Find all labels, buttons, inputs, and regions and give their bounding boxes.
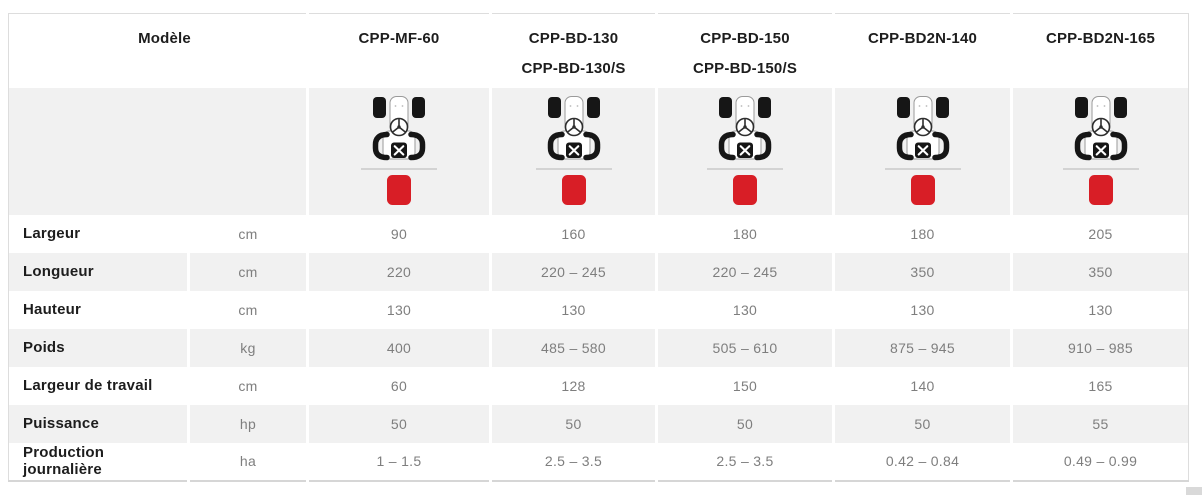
model-name: CPP-BD2N-140: [867, 30, 978, 47]
table-row-production-journaliere: Production journalière ha 1 – 1.5 2.5 – …: [8, 442, 1189, 481]
value-cell: 400: [306, 328, 491, 367]
row-label: Longueur: [8, 252, 189, 291]
value-cell: 205: [1010, 214, 1189, 253]
column-header-cpp-bd-150: CPP-BD-150 CPP-BD-150/S: [655, 13, 834, 88]
icon-cell-cpp-bd2n-140: [832, 87, 1012, 215]
value-cell: 485 – 580: [489, 328, 657, 367]
icon-cell-cpp-mf-60: [306, 87, 491, 215]
column-header-cpp-mf-60: CPP-MF-60: [306, 13, 491, 88]
row-unit: cm: [187, 214, 308, 253]
model-name-variant: CPP-BD-150/S: [692, 60, 798, 77]
row-label: Puissance: [8, 404, 189, 443]
value-cell: 2.5 – 3.5: [489, 442, 657, 481]
value-cell: 505 – 610: [655, 328, 834, 367]
row-label: Production journalière: [8, 442, 189, 481]
value-cell: 220 – 245: [655, 252, 834, 291]
row-unit: kg: [187, 328, 308, 367]
table-row-hauteur: Hauteur cm 130 130 130 130 130: [8, 290, 1189, 329]
value-cell: 0.49 – 0.99: [1010, 442, 1189, 481]
value-cell: 1 – 1.5: [306, 442, 491, 481]
column-header-model: Modèle: [8, 13, 308, 88]
value-cell: 130: [655, 290, 834, 329]
model-name: CPP-MF-60: [358, 30, 440, 47]
column-header-cpp-bd-130: CPP-BD-130 CPP-BD-130/S: [489, 13, 657, 88]
row-unit: hp: [187, 404, 308, 443]
model-name-variant: CPP-BD-130/S: [521, 60, 626, 77]
value-cell: 130: [832, 290, 1012, 329]
table-row-largeur-de-travail: Largeur de travail cm 60 128 150 140 165: [8, 366, 1189, 405]
row-unit: cm: [187, 252, 308, 291]
row-unit: cm: [187, 366, 308, 405]
value-cell: 50: [306, 404, 491, 443]
machine-icon-row: [8, 87, 1189, 215]
value-cell: 130: [489, 290, 657, 329]
table-row-puissance: Puissance hp 50 50 50 50 55: [8, 404, 1189, 443]
walk-behind-tractor-top-view-icon: [354, 96, 444, 206]
value-cell: 220 – 245: [489, 252, 657, 291]
row-unit: cm: [187, 290, 308, 329]
value-cell: 50: [832, 404, 1012, 443]
value-cell: 50: [489, 404, 657, 443]
value-cell: 350: [1010, 252, 1189, 291]
walk-behind-tractor-top-view-icon: [700, 96, 790, 206]
model-name: CPP-BD-150: [700, 30, 790, 47]
value-cell: 128: [489, 366, 657, 405]
row-label: Hauteur: [8, 290, 189, 329]
value-cell: 130: [1010, 290, 1189, 329]
column-header-cpp-bd2n-140: CPP-BD2N-140: [832, 13, 1012, 88]
spec-table-container: Modèle CPP-MF-60 CPP-BD-130 CPP-BD-130/S…: [8, 13, 1189, 482]
scrollbar-corner: [1186, 487, 1202, 495]
value-cell: 150: [655, 366, 834, 405]
row-label: Largeur: [8, 214, 189, 253]
value-cell: 180: [655, 214, 834, 253]
table-row-largeur: Largeur cm 90 160 180 180 205: [8, 214, 1189, 253]
model-comparison-table: Modèle CPP-MF-60 CPP-BD-130 CPP-BD-130/S…: [8, 13, 1189, 482]
value-cell: 160: [489, 214, 657, 253]
value-cell: 350: [832, 252, 1012, 291]
icon-cell-cpp-bd-130: [489, 87, 657, 215]
value-cell: 140: [832, 366, 1012, 405]
model-header-label: Modèle: [138, 30, 191, 47]
row-label: Largeur de travail: [8, 366, 189, 405]
model-name: CPP-BD2N-165: [1045, 30, 1156, 47]
row-unit: ha: [187, 442, 308, 481]
value-cell: 60: [306, 366, 491, 405]
value-cell: 0.42 – 0.84: [832, 442, 1012, 481]
icon-cell-cpp-bd-150: [655, 87, 834, 215]
value-cell: 910 – 985: [1010, 328, 1189, 367]
table-row-longueur: Longueur cm 220 220 – 245 220 – 245 350 …: [8, 252, 1189, 291]
walk-behind-tractor-top-view-icon: [878, 96, 968, 206]
table-header-row: Modèle CPP-MF-60 CPP-BD-130 CPP-BD-130/S…: [8, 13, 1189, 88]
column-header-cpp-bd2n-165: CPP-BD2N-165: [1010, 13, 1189, 88]
value-cell: 220: [306, 252, 491, 291]
row-label: Poids: [8, 328, 189, 367]
value-cell: 55: [1010, 404, 1189, 443]
value-cell: 50: [655, 404, 834, 443]
table-row-poids: Poids kg 400 485 – 580 505 – 610 875 – 9…: [8, 328, 1189, 367]
value-cell: 2.5 – 3.5: [655, 442, 834, 481]
walk-behind-tractor-top-view-icon: [1056, 96, 1146, 206]
value-cell: 875 – 945: [832, 328, 1012, 367]
value-cell: 165: [1010, 366, 1189, 405]
value-cell: 90: [306, 214, 491, 253]
value-cell: 130: [306, 290, 491, 329]
walk-behind-tractor-top-view-icon: [529, 96, 619, 206]
icon-cell-cpp-bd2n-165: [1010, 87, 1189, 215]
icon-row-empty-cell: [8, 87, 308, 215]
value-cell: 180: [832, 214, 1012, 253]
model-name: CPP-BD-130: [528, 30, 619, 47]
